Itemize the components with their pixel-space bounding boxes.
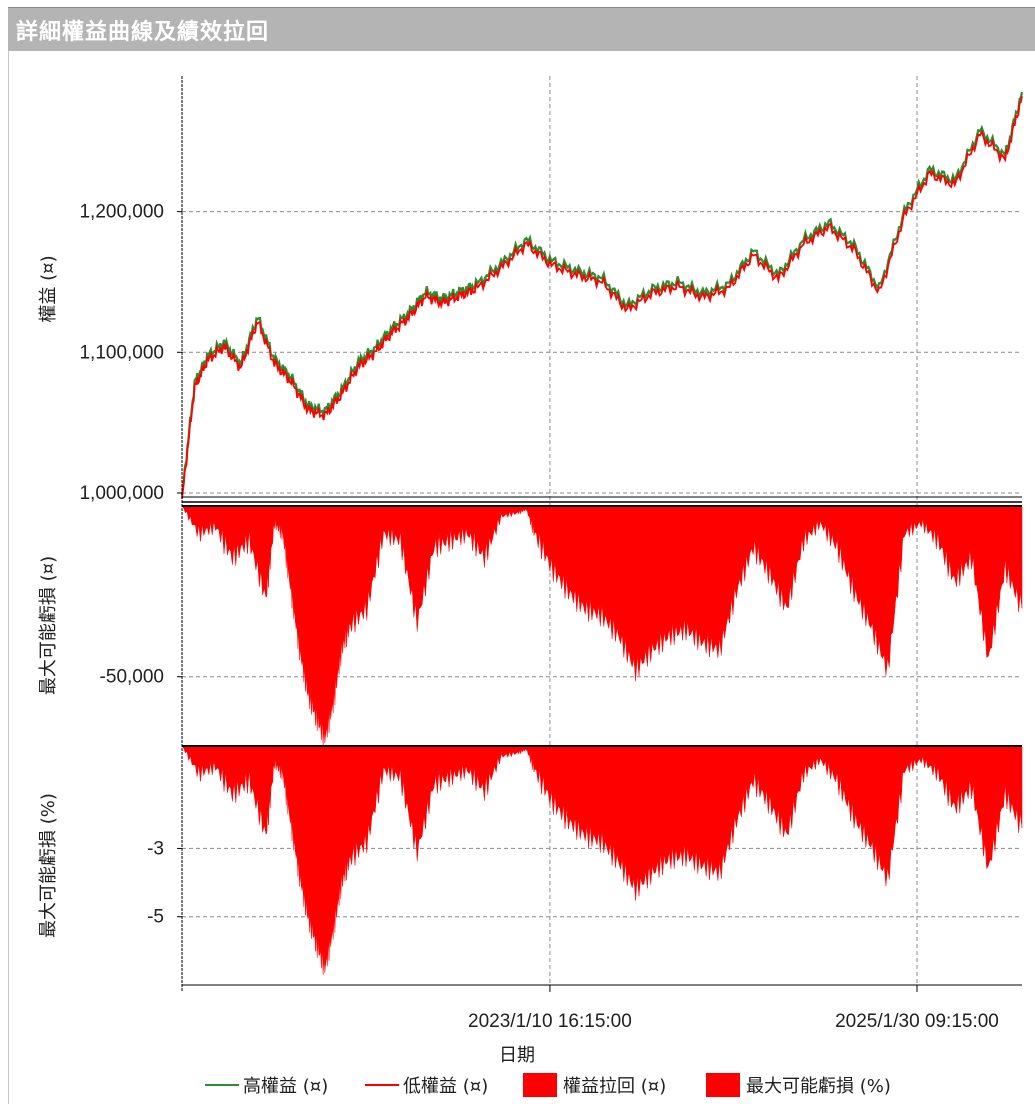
legend-item-high-equity: 高權益 (¤) — [205, 1068, 328, 1102]
legend-swatch-max-loss-pct — [706, 1073, 740, 1097]
frame-border — [8, 51, 9, 1104]
legend: 高權益 (¤) 低權益 (¤) 權益拉回 (¤) 最大可能虧損 (%) — [0, 1068, 1035, 1102]
y-axis-title: 最大可能虧損 (¤) — [38, 556, 59, 695]
y-axis-title: 權益 (¤) — [38, 255, 59, 322]
y-tick-label: 1,100,000 — [79, 342, 164, 363]
axis-labels: 1,000,000 1,100,000 1,200,000 權益 (¤) -50,000… — [38, 202, 999, 1066]
series-low-equity — [181, 96, 1023, 499]
x-tick-label: 2025/1/30 09:15:00 — [835, 1011, 999, 1032]
y-tick-label: -3 — [147, 838, 164, 859]
legend-item-equity-drawdown: 權益拉回 (¤) — [523, 1068, 666, 1102]
legend-label-equity-drawdown: 權益拉回 (¤) — [563, 1076, 667, 1097]
series-high-equity — [180, 91, 1024, 496]
legend-swatch-high-equity — [205, 1084, 239, 1086]
equity-drawdown-chart: 1,000,000 1,100,000 1,200,000 權益 (¤) -50,000… — [38, 76, 1024, 1066]
x-axis-title: 日期 — [499, 1045, 535, 1066]
y-tick-label: -5 — [147, 907, 164, 928]
y-tick-label: -50,000 — [100, 667, 164, 688]
legend-label-high-equity: 高權益 (¤) — [243, 1076, 329, 1097]
legend-swatch-equity-drawdown — [523, 1073, 557, 1097]
series-equity-drawdown — [181, 505, 1023, 746]
drawdown-panel — [181, 505, 1023, 746]
axes — [177, 76, 1022, 992]
y-tick-label: 1,000,000 — [79, 483, 164, 504]
legend-item-max-loss-pct: 最大可能虧損 (%) — [706, 1068, 891, 1102]
y-tick-label: 1,200,000 — [79, 202, 164, 223]
legend-swatch-low-equity — [365, 1084, 399, 1086]
title-bar: 詳細權益曲線及績效拉回 — [8, 7, 1035, 51]
x-tick-label: 2023/1/10 16:15:00 — [468, 1011, 632, 1032]
legend-label-low-equity: 低權益 (¤) — [403, 1076, 489, 1097]
legend-item-low-equity: 低權益 (¤) — [365, 1068, 488, 1102]
y-axis-title: 最大可能虧損 (%) — [38, 793, 59, 938]
series-max-loss-pct — [181, 745, 1023, 975]
equity-panel — [180, 91, 1024, 499]
drawdown-pct-panel — [181, 745, 1023, 975]
legend-label-max-loss-pct: 最大可能虧損 (%) — [746, 1076, 891, 1097]
window-title: 詳細權益曲線及績效拉回 — [16, 20, 270, 45]
